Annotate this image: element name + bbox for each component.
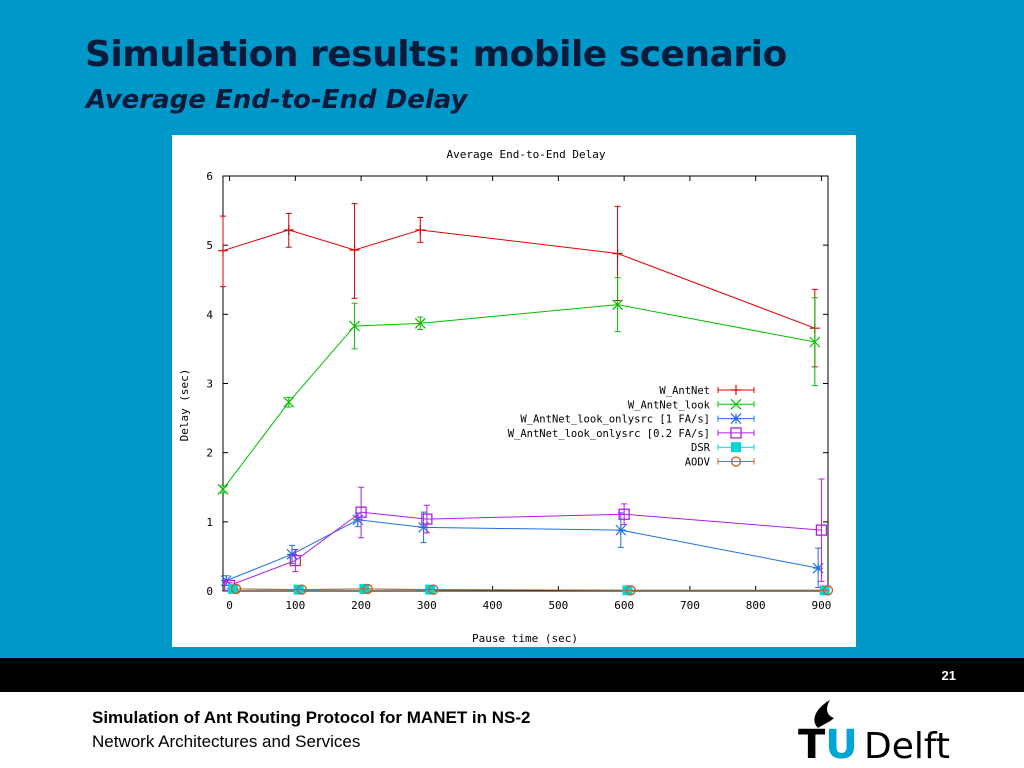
data-point [355, 506, 367, 518]
series-line [236, 588, 828, 591]
data-point [362, 583, 373, 595]
y-tick-label: 0 [206, 585, 213, 598]
x-tick-label: 100 [285, 599, 305, 612]
x-tick-label: 800 [746, 599, 766, 612]
legend-marker [731, 442, 741, 453]
tudelft-logo: TU Delft [798, 700, 950, 764]
data-point [618, 508, 630, 520]
footer-bar: 21 [0, 658, 1024, 692]
error-bar [358, 486, 365, 539]
legend-label: AODV [685, 457, 711, 469]
x-tick-label: 200 [351, 599, 371, 612]
x-tick-label: 500 [548, 599, 568, 612]
slide-subtitle: Average End-to-End Delay [86, 85, 468, 115]
legend-label: DSR [691, 442, 711, 454]
legend-marker [730, 413, 742, 425]
y-tick-label: 4 [206, 308, 213, 321]
series-line [226, 519, 819, 582]
series-line [222, 229, 816, 329]
error-bar [423, 504, 430, 534]
x-tick-label: 900 [811, 599, 831, 612]
data-point [625, 585, 636, 596]
error-bar [621, 503, 628, 526]
logo-tu: TU [798, 722, 858, 764]
legend-errorbar [717, 415, 755, 422]
legend-label: W_AntNet_look_onlysrc [0.2 FA/s] [508, 428, 710, 440]
series-layer [217, 203, 834, 596]
data-point [421, 513, 433, 525]
x-axis-label: Pause time (sec) [472, 632, 578, 645]
series-3 [223, 478, 828, 592]
data-point [809, 336, 821, 348]
data-point [352, 514, 364, 526]
flame-icon [814, 700, 834, 728]
data-point [612, 299, 623, 311]
y-tick-label: 3 [206, 378, 213, 391]
series-0 [218, 203, 820, 368]
data-point [822, 585, 834, 596]
data-point [418, 521, 429, 533]
x-tick-label: 700 [680, 599, 700, 612]
y-tick-label: 6 [206, 170, 213, 183]
data-point [296, 584, 308, 595]
data-point [218, 245, 228, 256]
logo-delft: Delft [864, 726, 950, 764]
x-tick-label: 400 [483, 599, 503, 612]
error-bar [292, 549, 299, 573]
legend-errorbar [717, 387, 755, 393]
data-point [286, 548, 298, 560]
legend-errorbar [717, 444, 755, 451]
data-point [414, 317, 426, 329]
data-point [428, 584, 439, 595]
series-line [222, 304, 815, 490]
data-point [615, 524, 627, 536]
legend-marker [731, 385, 741, 395]
x-tick-label: 600 [614, 599, 634, 612]
data-point [349, 320, 360, 332]
footer-area: Simulation of Ant Routing Protocol for M… [0, 692, 1024, 768]
page-number: 21 [941, 668, 956, 683]
y-axis-label: Delay (sec) [178, 369, 191, 442]
legend-errorbar [717, 458, 755, 465]
y-tick-label: 2 [206, 447, 213, 460]
series-5 [231, 583, 834, 596]
legend-errorbar [717, 429, 755, 436]
data-point [415, 224, 426, 235]
data-point [349, 245, 360, 256]
footer-subtitle: Network Architectures and Services [92, 732, 361, 751]
legend-label: W_AntNet [659, 385, 710, 397]
y-tick-label: 5 [206, 239, 213, 252]
legend-marker [730, 456, 742, 467]
series-1 [217, 277, 821, 495]
data-point [289, 554, 301, 567]
data-point [217, 483, 229, 495]
chart-panel: Average End-to-End Delay Pause time (sec… [172, 135, 856, 647]
chart-title: Average End-to-End Delay [447, 148, 606, 161]
legend-marker [730, 427, 742, 439]
series-line [229, 511, 822, 586]
data-point [227, 583, 238, 594]
data-point [612, 248, 623, 259]
data-point [231, 583, 242, 595]
x-tick-label: 0 [226, 599, 233, 612]
series-2 [220, 511, 824, 589]
data-point [812, 562, 824, 574]
data-point [283, 224, 294, 235]
delay-chart: Average End-to-End Delay Pause time (sec… [178, 148, 834, 645]
data-point [815, 524, 828, 536]
error-bar [818, 478, 825, 582]
y-tick-label: 1 [206, 516, 213, 529]
legend-label: W_AntNet_look [628, 399, 711, 411]
footer-title: Simulation of Ant Routing Protocol for M… [92, 708, 531, 727]
slide-title: Simulation results: mobile scenario [85, 34, 787, 75]
data-point [283, 396, 295, 408]
axes-layer: 0 1 2 3 4 5 6 0 100 200 300 400 500 600 700 800 900 [206, 170, 831, 612]
legend: W_AntNet W_AntNet_look W_AntNet_look_onlys… [508, 385, 755, 469]
legend-errorbar [717, 401, 755, 408]
legend-marker [730, 398, 742, 410]
legend-label: W_AntNet_look_onlysrc [1 FA/s] [520, 414, 710, 426]
x-tick-label: 300 [417, 599, 437, 612]
